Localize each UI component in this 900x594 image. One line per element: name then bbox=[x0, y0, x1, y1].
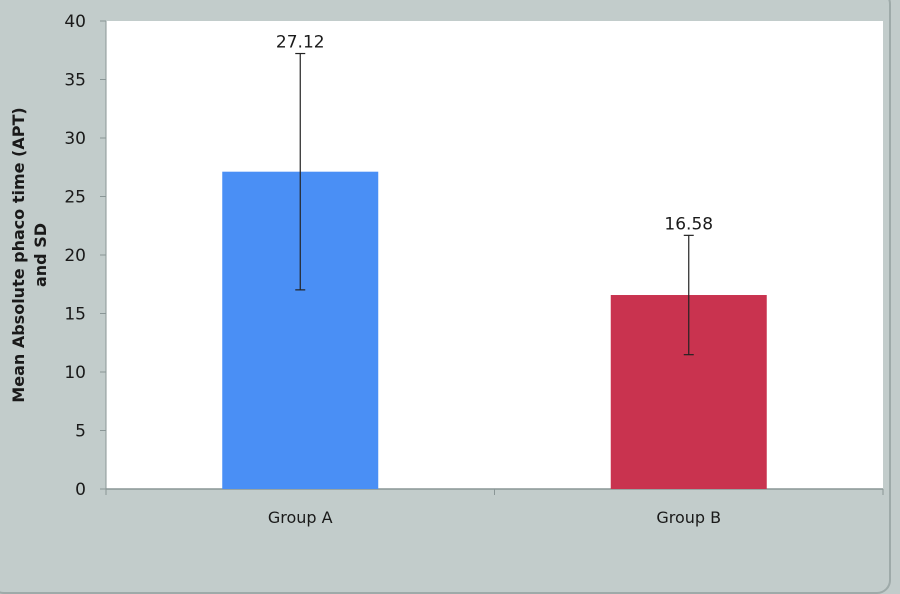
data-label: 27.12 bbox=[276, 33, 325, 53]
y-axis-title-line: and SD bbox=[31, 223, 50, 287]
y-tick-label: 5 bbox=[75, 422, 86, 442]
x-tick-label: Group B bbox=[656, 508, 721, 527]
y-tick-label: 25 bbox=[64, 188, 86, 208]
y-axis-title: Mean Absolute phaco time (APT) and SD bbox=[9, 107, 50, 402]
y-tick-label: 30 bbox=[64, 129, 86, 149]
y-tick-label: 40 bbox=[64, 12, 86, 32]
y-tick-label: 15 bbox=[64, 305, 86, 325]
y-axis-title-line: Mean Absolute phaco time (APT) bbox=[9, 107, 28, 402]
bar-chart: 0 5 10 15 20 25 30 35 40 27.12 Group A 16.58 Group B… bbox=[9, 12, 884, 527]
y-tick-label: 20 bbox=[64, 246, 86, 266]
y-tick-label: 35 bbox=[64, 71, 86, 91]
data-label: 16.58 bbox=[664, 214, 713, 234]
y-tick-label: 0 bbox=[75, 480, 86, 500]
x-tick-label: Group A bbox=[268, 508, 333, 527]
y-tick-label: 10 bbox=[64, 363, 86, 383]
